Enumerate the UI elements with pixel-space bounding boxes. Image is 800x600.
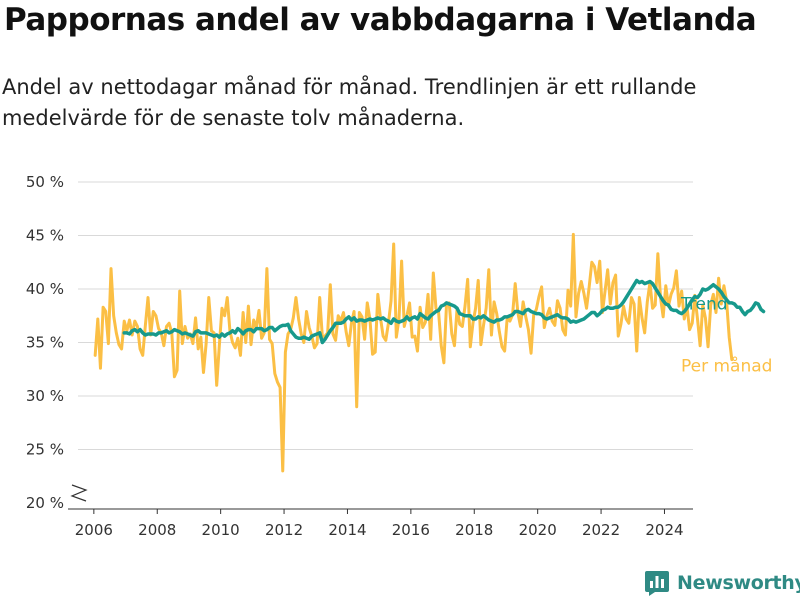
y-tick-label: 20 % xyxy=(26,494,64,512)
x-tick-label: 2016 xyxy=(392,521,430,539)
series xyxy=(93,232,766,473)
series-label-per-manad: Per månad xyxy=(681,356,772,377)
x-tick-label: 2022 xyxy=(582,521,620,539)
y-tick-label: 50 % xyxy=(26,173,64,191)
x-tick-label: 2024 xyxy=(645,521,683,539)
x-tick-label: 2006 xyxy=(75,521,113,539)
axes: 20 % 25 % 30 % 35 % 40 % 45 % 50 % 2006 2008 2010… xyxy=(26,173,693,539)
x-tick-label: 2012 xyxy=(265,521,303,539)
y-tick-label: 25 % xyxy=(26,441,64,459)
x-tick-label: 2018 xyxy=(455,521,493,539)
y-tick-label: 45 % xyxy=(26,227,64,245)
y-tick-label: 40 % xyxy=(26,280,64,298)
chart-subtitle: Andel av nettodagar månad för månad. Tre… xyxy=(2,75,697,130)
brand-name: Newsworthy xyxy=(677,572,800,594)
x-tick-label: 2010 xyxy=(202,521,240,539)
axis-break-icon xyxy=(70,484,88,502)
x-tick-label: 2008 xyxy=(138,521,176,539)
newsworthy-logo: Newsworthy xyxy=(645,568,800,598)
y-tick-label: 30 % xyxy=(26,387,64,405)
y-tick-label: 35 % xyxy=(26,334,64,352)
grid-lines xyxy=(78,181,693,450)
series-labels: Per månad Trend xyxy=(680,294,772,376)
x-tick-label: 2020 xyxy=(519,521,557,539)
bar-chart-logo-icon xyxy=(645,571,669,596)
series-label-trend: Trend xyxy=(680,294,728,314)
series-line-per-manad xyxy=(93,232,734,473)
x-tick-label: 2014 xyxy=(328,521,366,539)
chart-title: Pappornas andel av vabbdagarna i Vetland… xyxy=(4,2,757,38)
series-line-trend xyxy=(122,278,766,345)
